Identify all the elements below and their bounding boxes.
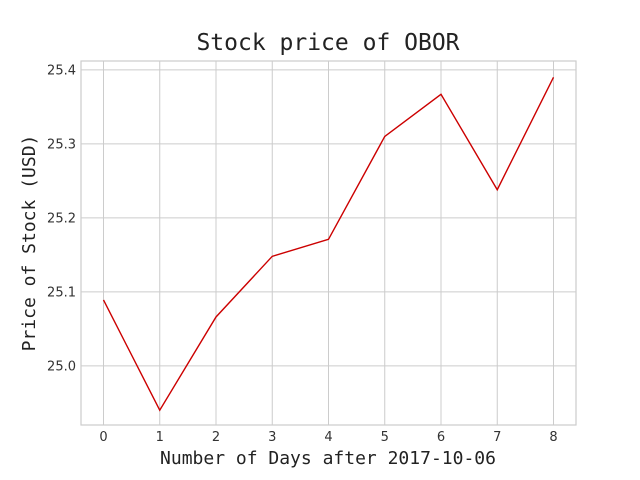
x-tick-label: 3 [268, 430, 276, 445]
x-tick-label: 1 [156, 430, 164, 445]
chart-title: Stock price of OBOR [196, 30, 459, 56]
y-tick-label: 25.2 [47, 211, 76, 226]
price-series-line [102, 76, 555, 412]
x-tick-label: 2 [212, 430, 220, 445]
y-tick-label: 25.4 [47, 63, 76, 78]
series-layer [102, 76, 555, 412]
plot-frame [80, 60, 577, 426]
x-tick-label: 0 [99, 430, 107, 445]
y-tick-label: 25.1 [47, 285, 76, 300]
x-axis-label: Number of Days after 2017-10-06 [160, 448, 496, 469]
x-tick-label: 7 [493, 430, 501, 445]
x-tick-label: 5 [381, 430, 389, 445]
x-tick-label: 8 [549, 430, 557, 445]
y-axis-label: Price of Stock (USD) [19, 135, 40, 352]
x-tick-label: 4 [324, 430, 332, 445]
y-tick-label: 25.0 [47, 359, 76, 374]
x-tick-label: 6 [437, 430, 445, 445]
tick-layer: 0 1 2 3 4 5 6 7 8 25.0 25.1 25.2 25.3 25.4 [47, 63, 558, 445]
grid-layer [81, 61, 576, 425]
y-tick-label: 25.3 [47, 137, 76, 152]
